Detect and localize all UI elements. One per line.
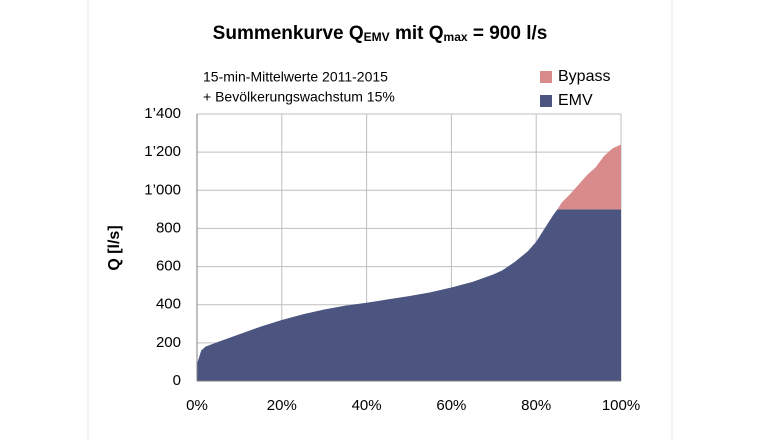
x-tick-label: 60% xyxy=(436,397,466,414)
y-tick-label: 200 xyxy=(156,334,181,351)
x-tick-label: 40% xyxy=(352,397,382,414)
x-tick-label: 80% xyxy=(521,397,551,414)
annotation: 15-min-Mittelwerte 2011-2015 xyxy=(203,69,388,85)
title-part: EMV xyxy=(364,30,390,44)
y-tick-label: 400 xyxy=(156,296,181,313)
title-part: Summenkurve Q xyxy=(213,23,364,44)
title-part: mit Q xyxy=(390,23,444,44)
title-part: max xyxy=(444,30,468,44)
x-tick-label: 20% xyxy=(267,397,297,414)
annotation: + Bevölkerungswachstum 15% xyxy=(203,89,395,105)
x-tick-label: 100% xyxy=(602,397,640,414)
area xyxy=(197,209,621,381)
legend-swatch xyxy=(540,71,552,83)
y-tick-label: 0 xyxy=(173,372,181,389)
y-tick-label: 800 xyxy=(156,219,181,236)
legend-label: EMV xyxy=(558,92,593,109)
chart-title: Summenkurve QEMV mit Qmax = 900 l/s xyxy=(213,23,548,44)
y-axis-label: Q [l/s] xyxy=(106,225,123,270)
y-tick-label: 1’000 xyxy=(144,181,181,198)
legend-swatch xyxy=(540,95,552,107)
y-tick-label: 600 xyxy=(156,258,181,275)
legend-label: Bypass xyxy=(558,68,610,85)
y-tick-label: 1’200 xyxy=(144,143,181,160)
title-part: = 900 l/s xyxy=(468,23,548,44)
y-tick-label: 1’400 xyxy=(144,105,181,122)
x-tick-label: 0% xyxy=(186,397,208,414)
